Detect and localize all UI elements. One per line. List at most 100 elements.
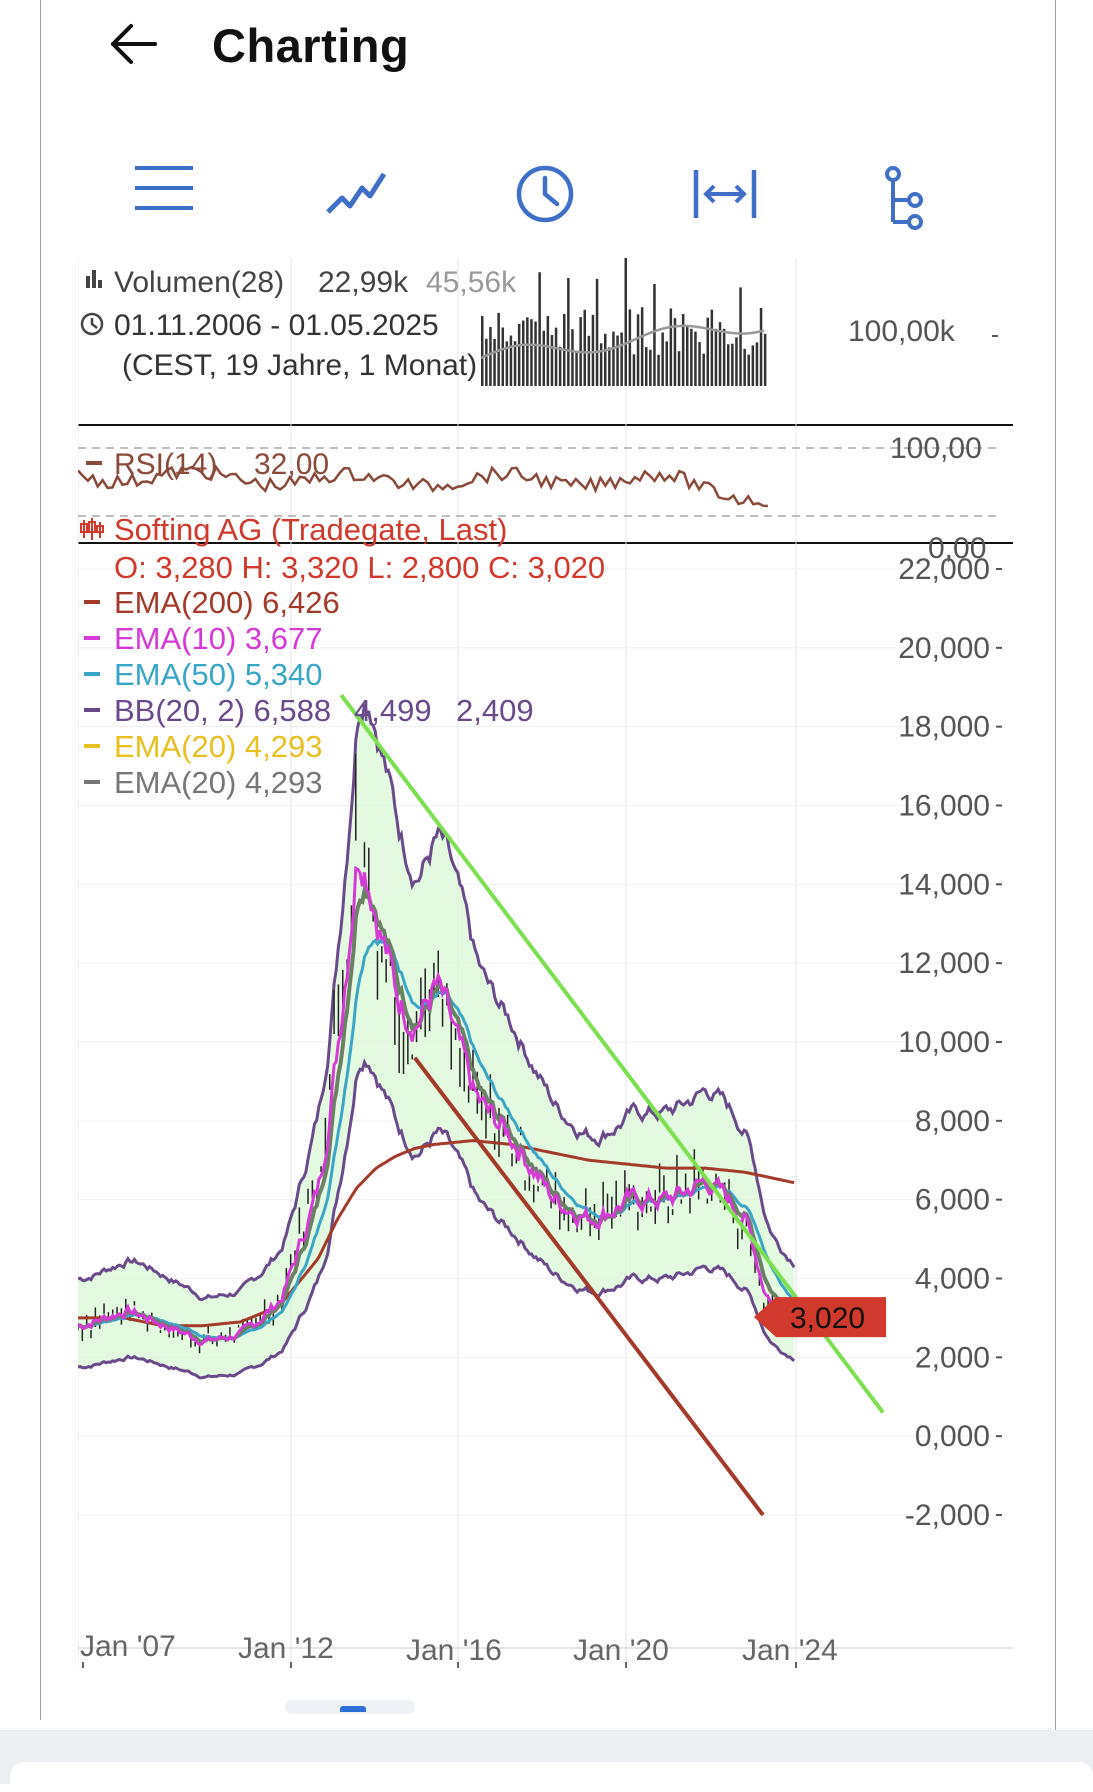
volume-bar xyxy=(485,338,488,386)
volume-bar xyxy=(567,277,570,386)
y-tick-label: 2,000 xyxy=(915,1341,990,1374)
volume-bars xyxy=(481,258,767,386)
volume-bar xyxy=(731,343,734,386)
x-axis: Jan '07 Jan '12 Jan '16 Jan '20 Jan '24 xyxy=(80,1630,838,1668)
volume-bar xyxy=(677,351,681,386)
x-tick-label: Jan '12 xyxy=(238,1632,334,1665)
range-button[interactable] xyxy=(690,160,770,240)
volume-bar xyxy=(591,314,595,386)
menu-button[interactable] xyxy=(125,160,205,240)
ema20-legend-gray: EMA(20) 4,293 xyxy=(114,765,323,800)
volume-bar xyxy=(571,329,574,386)
volume-label: Volumen(28) xyxy=(114,266,284,299)
y-tick-label: 22,000 xyxy=(898,553,990,586)
volume-bar xyxy=(583,309,586,386)
volume-bar xyxy=(727,344,730,386)
frame-divider-right xyxy=(1055,0,1056,1740)
bb-legend-mid: 4,499 xyxy=(354,693,432,728)
price-legend: Softing AG (Tradegate, Last) O: 3,280 H:… xyxy=(80,512,605,800)
ema200-line xyxy=(78,1139,795,1328)
volume-bar xyxy=(632,354,636,386)
rsi-legend: RSI(14) 32,00 xyxy=(86,448,329,481)
price-y-axis: 22,000 20,000 18,000 16,000 14,000 12,000 10,0… xyxy=(898,553,1002,1532)
volume-average-line xyxy=(480,324,765,360)
volume-bar xyxy=(735,337,738,386)
volume-bar xyxy=(640,307,644,386)
last-price-tag: 3,020 xyxy=(754,1297,886,1338)
chart-type-button[interactable] xyxy=(318,160,398,240)
volume-bar xyxy=(657,354,660,386)
volume-axis-tick: 100,00k xyxy=(848,315,956,348)
volume-bar xyxy=(739,287,742,386)
volume-bar xyxy=(653,283,656,386)
menu-icon xyxy=(135,166,193,210)
volume-bar xyxy=(505,341,509,386)
ema10-legend: EMA(10) 3,677 xyxy=(114,621,323,656)
volume-bar xyxy=(763,333,767,386)
volume-value2: 45,56k xyxy=(426,266,517,299)
volume-bar xyxy=(554,327,558,386)
ema50-legend: EMA(50) 5,340 xyxy=(114,657,323,692)
rsi-axis-top: 100,00 xyxy=(890,432,982,465)
arrow-left-icon xyxy=(111,24,157,64)
y-tick-label: 8,000 xyxy=(915,1105,990,1138)
back-button[interactable] xyxy=(105,16,165,76)
scroll-handle[interactable] xyxy=(340,1706,366,1712)
instrument-name: Softing AG (Tradegate, Last) xyxy=(114,512,507,547)
volume-bar xyxy=(558,346,562,386)
volume-bar xyxy=(636,314,640,386)
volume-bar xyxy=(513,341,517,386)
x-tick-label: Jan '07 xyxy=(80,1630,176,1663)
volume-bar xyxy=(522,320,525,386)
volume-bar xyxy=(718,322,722,386)
y-tick-label: 16,000 xyxy=(898,790,990,823)
volume-legend: Volumen(28) 22,99k 45,56k 01.11.2006 - 0… xyxy=(80,266,517,382)
clock-icon xyxy=(516,165,574,223)
y-tick-label: 12,000 xyxy=(898,947,990,980)
header: Charting xyxy=(0,0,1093,100)
tree-icon xyxy=(885,166,923,230)
volume-bar xyxy=(698,342,701,386)
date-range: 01.11.2006 - 01.05.2025 xyxy=(114,309,439,342)
volume-bar xyxy=(686,325,689,386)
bollinger-upper xyxy=(78,704,796,1302)
bollinger-lower xyxy=(78,1058,796,1380)
volume-bar xyxy=(706,317,709,386)
rsi-line xyxy=(78,464,769,508)
volume-bar xyxy=(526,317,529,386)
bar-chart-icon xyxy=(86,270,102,288)
timeframe-button[interactable] xyxy=(505,160,585,240)
trendline-upper xyxy=(339,693,885,1414)
volume-bar xyxy=(669,308,673,386)
volume-bar xyxy=(620,332,623,386)
volume-bar xyxy=(493,338,496,386)
volume-bar xyxy=(489,327,492,386)
page-title: Charting xyxy=(212,19,410,72)
indicators-button[interactable] xyxy=(875,160,955,240)
volume-bar xyxy=(542,330,545,386)
y-tick-label: -2,000 xyxy=(905,1499,990,1532)
y-tick-label: 0,000 xyxy=(915,1420,990,1453)
last-price-value: 3,020 xyxy=(790,1302,865,1335)
x-tick-label: Jan '20 xyxy=(573,1634,669,1667)
volume-bar xyxy=(595,278,599,386)
volume-bar xyxy=(550,335,554,386)
y-tick-label: 18,000 xyxy=(898,711,990,744)
volume-bar xyxy=(481,316,484,386)
rsi-axis-bottom: 0,00 xyxy=(928,532,986,565)
y-tick-label: 14,000 xyxy=(898,868,990,901)
volume-bar xyxy=(530,319,533,386)
volume-bar xyxy=(755,342,759,386)
volume-bar xyxy=(751,345,755,386)
ema10-line xyxy=(78,865,796,1347)
candlestick-icon xyxy=(80,518,104,540)
volume-bar xyxy=(608,347,611,386)
volume-bar xyxy=(538,272,541,386)
volume-bar xyxy=(509,335,513,386)
chart-area[interactable]: Volumen(28) 22,99k 45,56k 01.11.2006 - 0… xyxy=(78,258,1018,1678)
rsi-label: RSI(14) xyxy=(114,448,217,481)
volume-bar xyxy=(702,353,705,386)
y-tick-label: 10,000 xyxy=(898,1026,990,1059)
clock-small-icon xyxy=(80,312,104,336)
volume-bar xyxy=(517,323,521,386)
